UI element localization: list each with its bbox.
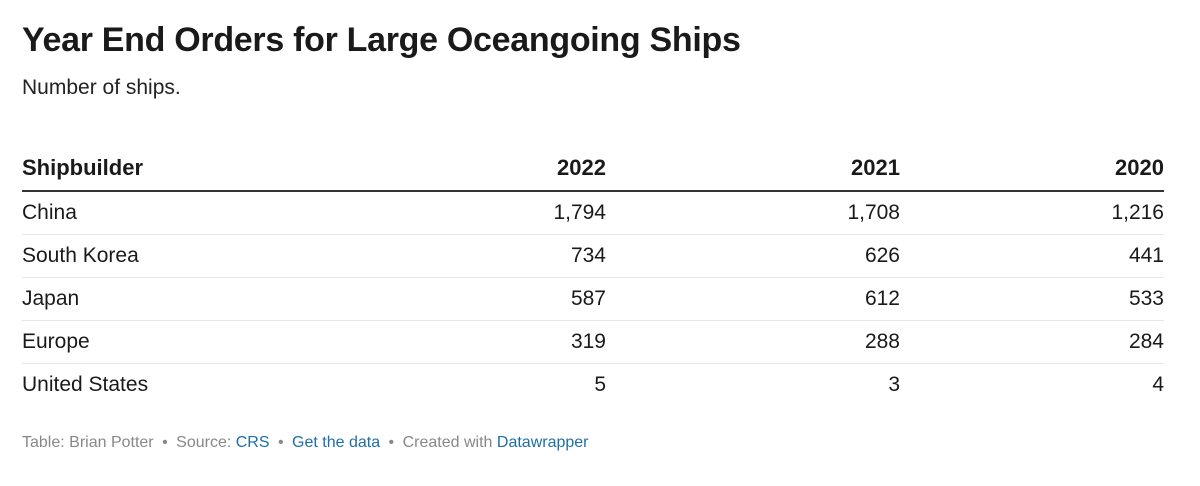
footer-source-label: Source: <box>176 434 232 451</box>
cell-shipbuilder: United States <box>22 373 149 396</box>
column-header-2020: 2020 <box>900 146 1164 192</box>
table-row: South Korea 734 626 441 <box>22 234 1164 278</box>
cell-shipbuilder: Europe <box>22 320 362 364</box>
column-header-2021: 2021 <box>606 146 900 192</box>
cell-value: 1,794 <box>362 191 606 235</box>
cell-value: 288 <box>606 320 900 364</box>
column-header-shipbuilder: Shipbuilder <box>22 146 362 192</box>
cell-value: 1,708 <box>606 191 900 235</box>
cell-value: 319 <box>362 320 606 364</box>
cell-value: 533 <box>900 277 1164 321</box>
cell-value: 626 <box>606 234 900 278</box>
table-row: Europe 319 288 284 <box>22 320 1164 364</box>
table-row: China 1,794 1,708 1,216 <box>22 191 1164 235</box>
cell-value: 612 <box>606 277 900 321</box>
datawrapper-link[interactable]: Datawrapper <box>496 434 589 451</box>
cell-shipbuilder: Japan <box>22 277 362 321</box>
table-row: United States 5 3 4 <box>22 364 1164 407</box>
cell-value: 734 <box>362 234 606 278</box>
cell-value: 1,216 <box>900 191 1164 235</box>
cell-value: 5 <box>594 373 606 396</box>
source-link[interactable]: CRS <box>235 434 270 451</box>
footer-separator: • <box>388 434 395 451</box>
footer-created-with: Created with <box>402 434 493 451</box>
cell-shipbuilder: China <box>22 191 362 235</box>
get-data-link[interactable]: Get the data <box>292 434 381 451</box>
table-row: Japan 587 612 533 <box>22 277 1164 321</box>
chart-title: Year End Orders for Large Oceangoing Shi… <box>22 21 741 59</box>
chart-subtitle: Number of ships. <box>22 76 181 99</box>
cell-value: 3 <box>888 373 900 396</box>
chart-footer: Table: Brian Potter • Source: CRS • Get … <box>22 432 589 454</box>
cell-value: 587 <box>362 277 606 321</box>
column-header-2022: 2022 <box>362 146 606 192</box>
table-header-row: Shipbuilder 2022 2021 2020 <box>22 146 1164 192</box>
chart-container: Year End Orders for Large Oceangoing Shi… <box>22 18 1164 406</box>
cell-value: 4 <box>1152 373 1164 396</box>
cell-shipbuilder: South Korea <box>22 234 362 278</box>
footer-separator: • <box>162 434 168 451</box>
cell-value: 284 <box>900 320 1164 364</box>
footer-separator: • <box>277 434 284 451</box>
footer-author: Table: Brian Potter <box>22 434 154 451</box>
cell-value: 441 <box>900 234 1164 278</box>
data-table: Shipbuilder 2022 2021 2020 China 1,794 1… <box>22 146 1164 406</box>
